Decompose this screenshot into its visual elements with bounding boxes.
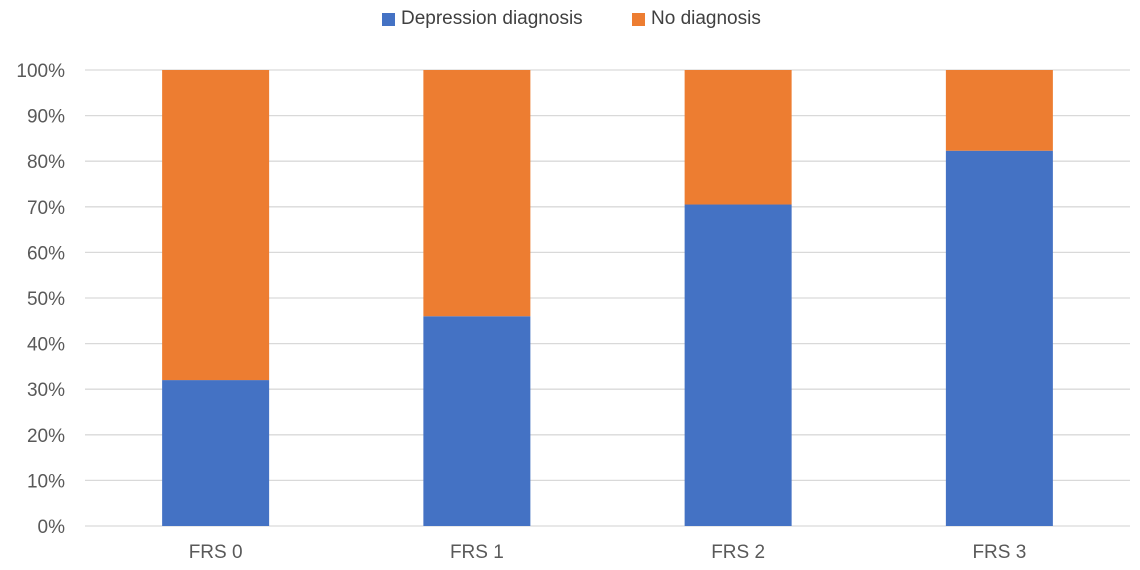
bar-depression-diagnosis bbox=[423, 316, 531, 526]
y-tick-label: 100% bbox=[16, 61, 65, 82]
y-axis-ticks: 0% 10% 20% 30% 40% 50% 60% 70% 80% 90% 100% bbox=[16, 61, 65, 538]
bar-depression-diagnosis bbox=[684, 204, 792, 526]
legend-swatch-no-diagnosis bbox=[632, 12, 645, 26]
bar-depression-diagnosis bbox=[945, 150, 1053, 526]
legend-label-depression: Depression diagnosis bbox=[401, 8, 583, 29]
y-tick-label: 50% bbox=[27, 289, 65, 310]
y-tick-label: 20% bbox=[27, 426, 65, 447]
legend-label-no-diagnosis: No diagnosis bbox=[651, 8, 761, 29]
x-tick-label: FRS 0 bbox=[189, 542, 243, 563]
legend-item-no-diagnosis: No diagnosis bbox=[632, 8, 761, 30]
bar-no-diagnosis bbox=[684, 70, 792, 205]
bar-depression-diagnosis bbox=[162, 380, 270, 526]
legend-item-depression: Depression diagnosis bbox=[382, 8, 583, 30]
y-tick-label: 80% bbox=[27, 152, 65, 173]
y-tick-label: 60% bbox=[27, 243, 65, 264]
y-tick-label: 90% bbox=[27, 107, 65, 128]
bar-no-diagnosis bbox=[162, 70, 270, 381]
y-tick-label: 40% bbox=[27, 335, 65, 356]
x-axis-ticks: FRS 0 FRS 1 FRS 2 FRS 3 bbox=[189, 542, 1027, 563]
bar-no-diagnosis bbox=[945, 70, 1053, 151]
y-tick-label: 0% bbox=[38, 517, 66, 538]
x-tick-label: FRS 2 bbox=[711, 542, 765, 563]
bar-no-diagnosis bbox=[423, 70, 531, 317]
y-tick-label: 10% bbox=[27, 471, 65, 492]
x-tick-label: FRS 1 bbox=[450, 542, 504, 563]
y-tick-label: 70% bbox=[27, 198, 65, 219]
bars bbox=[162, 70, 1053, 526]
legend-swatch-depression bbox=[382, 12, 395, 26]
x-tick-label: FRS 3 bbox=[972, 542, 1026, 563]
y-tick-label: 30% bbox=[27, 380, 65, 401]
